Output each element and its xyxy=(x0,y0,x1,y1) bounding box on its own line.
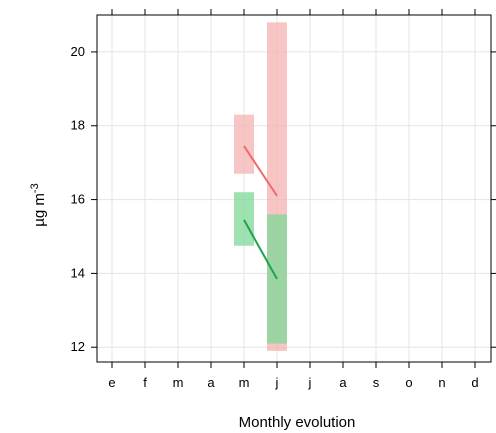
y-tick-label: 14 xyxy=(71,265,85,280)
x-tick-label: n xyxy=(438,375,445,390)
series-lines xyxy=(243,145,278,280)
axes: 12 14 16 18 20 e f m a m j j a s o n d xyxy=(71,9,496,390)
error-band xyxy=(234,192,254,246)
x-tick-label: j xyxy=(308,375,312,390)
x-tick-label: o xyxy=(405,375,412,390)
y-axis-title-main: µg m xyxy=(31,193,48,227)
x-tick-label: f xyxy=(143,375,147,390)
x-tick-label: a xyxy=(207,375,215,390)
x-tick-label: e xyxy=(108,375,115,390)
x-tick-label: m xyxy=(239,375,250,390)
series-line xyxy=(243,219,278,280)
y-tick-label: 12 xyxy=(71,339,85,354)
x-tick-label: j xyxy=(275,375,279,390)
error-band xyxy=(234,114,254,174)
x-axis-title: Monthly evolution xyxy=(239,414,356,431)
y-tick-label: 16 xyxy=(71,192,85,207)
x-tick-label: s xyxy=(373,375,380,390)
y-axis-title-sup: -3 xyxy=(29,183,41,193)
grid xyxy=(97,15,491,362)
series-line xyxy=(243,145,278,197)
x-tick-label: a xyxy=(339,375,347,390)
error-bands xyxy=(234,22,287,351)
y-axis-title: µg m-3 xyxy=(29,183,48,226)
x-tick-label: d xyxy=(471,375,478,390)
y-tick-label: 18 xyxy=(71,118,85,133)
plot-frame xyxy=(96,14,492,363)
x-tick-label: m xyxy=(173,375,184,390)
y-tick-label: 20 xyxy=(71,44,85,59)
